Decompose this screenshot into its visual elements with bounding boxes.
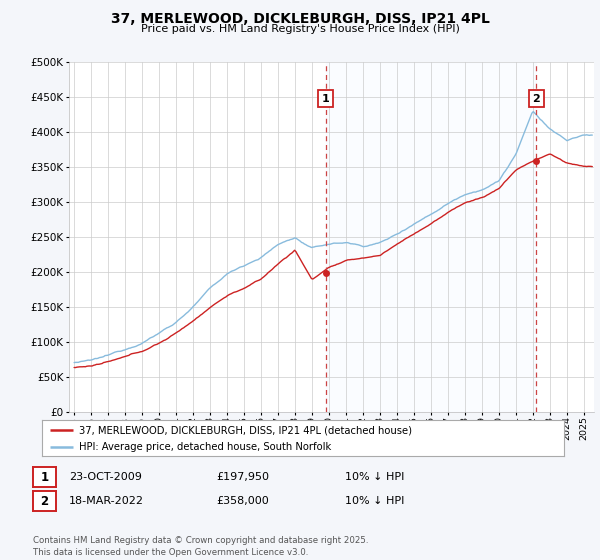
Bar xyxy=(326,62,536,412)
Text: HPI: Average price, detached house, South Norfolk: HPI: Average price, detached house, Sout… xyxy=(79,442,331,452)
Text: 37, MERLEWOOD, DICKLEBURGH, DISS, IP21 4PL: 37, MERLEWOOD, DICKLEBURGH, DISS, IP21 4… xyxy=(110,12,490,26)
Text: £197,950: £197,950 xyxy=(216,472,269,482)
Text: 23-OCT-2009: 23-OCT-2009 xyxy=(69,472,142,482)
Text: 2: 2 xyxy=(40,494,49,508)
Text: 10% ↓ HPI: 10% ↓ HPI xyxy=(345,496,404,506)
Text: 18-MAR-2022: 18-MAR-2022 xyxy=(69,496,144,506)
Text: Price paid vs. HM Land Registry's House Price Index (HPI): Price paid vs. HM Land Registry's House … xyxy=(140,24,460,34)
Text: Contains HM Land Registry data © Crown copyright and database right 2025.
This d: Contains HM Land Registry data © Crown c… xyxy=(33,536,368,557)
Text: 2: 2 xyxy=(533,94,540,104)
Text: 10% ↓ HPI: 10% ↓ HPI xyxy=(345,472,404,482)
Text: 1: 1 xyxy=(40,470,49,484)
Text: £358,000: £358,000 xyxy=(216,496,269,506)
Text: 37, MERLEWOOD, DICKLEBURGH, DISS, IP21 4PL (detached house): 37, MERLEWOOD, DICKLEBURGH, DISS, IP21 4… xyxy=(79,425,412,435)
Text: 1: 1 xyxy=(322,94,329,104)
